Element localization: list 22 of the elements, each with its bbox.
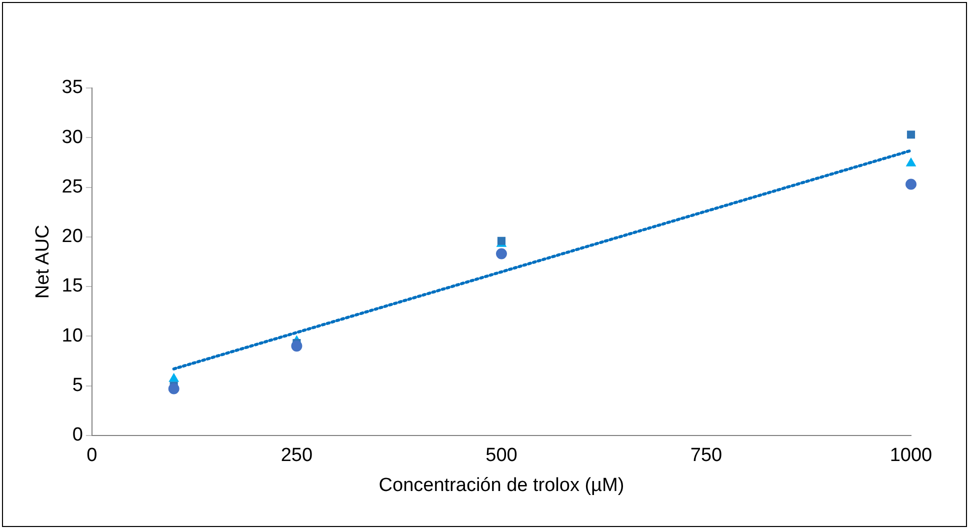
y-axis-title: Net AUC: [32, 224, 54, 299]
y-tick-label: 5: [72, 375, 83, 396]
y-tick-label: 20: [62, 226, 83, 248]
x-tick-label: 250: [280, 445, 313, 466]
x-axis-title: Concentración de trolox (µM): [378, 474, 624, 496]
point: [291, 340, 302, 352]
x-tick-label: 750: [690, 445, 722, 466]
y-tick-label: 25: [62, 176, 83, 198]
y-tick-label: 0: [72, 424, 83, 446]
point: [496, 248, 507, 260]
point: [169, 373, 179, 382]
y-tick-label: 35: [62, 77, 83, 98]
point: [906, 130, 916, 139]
x-tick-label: 0: [86, 445, 98, 466]
point: [168, 383, 180, 394]
y-tick-label: 10: [62, 325, 83, 346]
x-tick-label: 1000: [890, 445, 932, 466]
y-tick-label: 15: [62, 276, 83, 297]
y-tick-label: 30: [62, 126, 83, 148]
x-tick-label: 500: [486, 445, 518, 466]
point: [906, 158, 916, 166]
point: [906, 178, 916, 190]
